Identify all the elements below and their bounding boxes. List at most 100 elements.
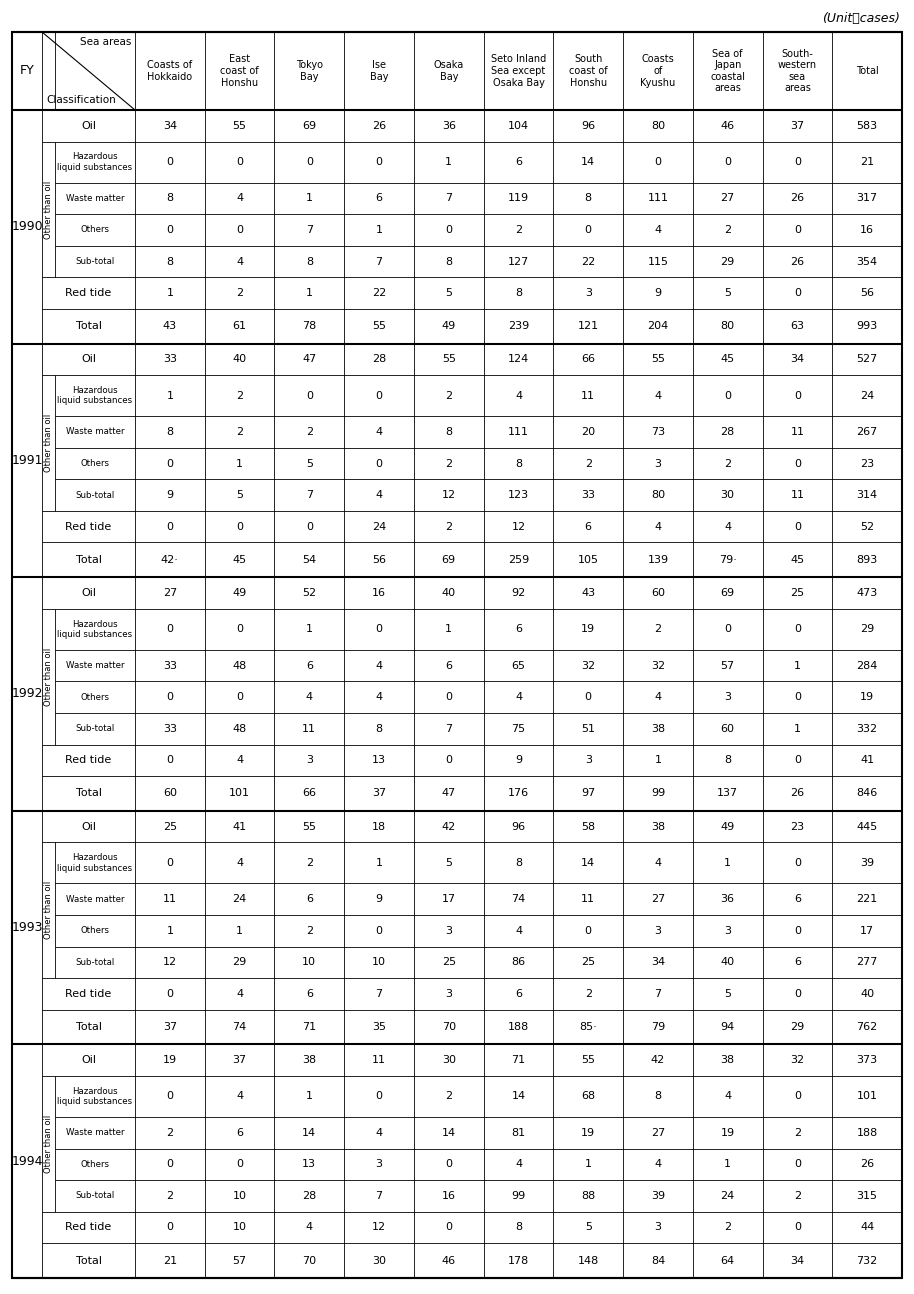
Text: 14: 14 bbox=[303, 1128, 316, 1137]
Text: 21: 21 bbox=[860, 157, 874, 167]
Text: 3: 3 bbox=[445, 989, 452, 999]
Text: 2: 2 bbox=[445, 521, 452, 532]
Text: 23: 23 bbox=[860, 458, 874, 468]
Text: Red tide: Red tide bbox=[66, 756, 112, 765]
Text: 6: 6 bbox=[794, 958, 801, 968]
Text: 0: 0 bbox=[794, 1223, 801, 1232]
Text: 3: 3 bbox=[585, 289, 591, 298]
Text: 0: 0 bbox=[166, 989, 174, 999]
Text: Oil: Oil bbox=[81, 120, 96, 131]
Text: South
coast of
Honshu: South coast of Honshu bbox=[569, 54, 608, 88]
Text: Red tide: Red tide bbox=[66, 521, 112, 532]
Text: 86: 86 bbox=[512, 958, 526, 968]
Text: 40: 40 bbox=[232, 355, 247, 365]
Text: 21: 21 bbox=[163, 1255, 177, 1266]
Text: 1: 1 bbox=[236, 925, 243, 936]
Text: 2: 2 bbox=[585, 458, 591, 468]
Text: 0: 0 bbox=[794, 1159, 801, 1170]
Text: 70: 70 bbox=[441, 1022, 456, 1033]
Text: 993: 993 bbox=[856, 321, 877, 331]
Text: 16: 16 bbox=[372, 587, 386, 598]
Text: 8: 8 bbox=[654, 1091, 662, 1101]
Text: 111: 111 bbox=[647, 193, 668, 203]
Text: 1: 1 bbox=[236, 458, 243, 468]
Text: 18: 18 bbox=[372, 822, 386, 832]
Text: 92: 92 bbox=[511, 587, 526, 598]
Text: 0: 0 bbox=[376, 624, 383, 634]
Text: 0: 0 bbox=[794, 458, 801, 468]
Text: 1: 1 bbox=[654, 756, 662, 765]
Text: Ise
Bay: Ise Bay bbox=[370, 61, 388, 82]
Text: 46: 46 bbox=[441, 1255, 456, 1266]
Text: 33: 33 bbox=[163, 723, 177, 734]
Text: 8: 8 bbox=[515, 858, 522, 868]
Text: 42·: 42· bbox=[161, 555, 179, 565]
Text: 1: 1 bbox=[166, 391, 174, 401]
Text: 48: 48 bbox=[232, 723, 247, 734]
Text: 38: 38 bbox=[303, 1055, 316, 1065]
Text: 0: 0 bbox=[306, 391, 313, 401]
Text: 4: 4 bbox=[376, 490, 383, 499]
Text: 24: 24 bbox=[372, 521, 387, 532]
Text: 68: 68 bbox=[581, 1091, 595, 1101]
Text: 0: 0 bbox=[445, 1159, 452, 1170]
Text: 0: 0 bbox=[166, 1223, 174, 1232]
Text: 1: 1 bbox=[724, 1159, 731, 1170]
Text: 0: 0 bbox=[445, 225, 452, 236]
Text: 94: 94 bbox=[720, 1022, 735, 1033]
Text: Tokyo
Bay: Tokyo Bay bbox=[296, 61, 323, 82]
Text: 4: 4 bbox=[654, 521, 662, 532]
Text: Sub-total: Sub-total bbox=[75, 258, 114, 267]
Text: 52: 52 bbox=[303, 587, 316, 598]
Text: 8: 8 bbox=[445, 256, 452, 267]
Text: 0: 0 bbox=[794, 624, 801, 634]
Text: 259: 259 bbox=[508, 555, 529, 565]
Text: 3: 3 bbox=[654, 925, 662, 936]
Text: 1994: 1994 bbox=[11, 1154, 43, 1167]
Text: 0: 0 bbox=[654, 157, 662, 167]
Text: 60: 60 bbox=[163, 788, 177, 798]
Text: 0: 0 bbox=[376, 157, 383, 167]
Text: 79·: 79· bbox=[718, 555, 737, 565]
Text: Sea of
Japan
coastal
areas: Sea of Japan coastal areas bbox=[710, 49, 745, 93]
Text: 0: 0 bbox=[166, 1159, 174, 1170]
Text: 178: 178 bbox=[508, 1255, 529, 1266]
Text: Hazardous
liquid substances: Hazardous liquid substances bbox=[58, 153, 133, 172]
Text: 0: 0 bbox=[166, 624, 174, 634]
Text: 4: 4 bbox=[236, 193, 243, 203]
Text: 42: 42 bbox=[651, 1055, 665, 1065]
Text: 16: 16 bbox=[441, 1190, 456, 1201]
Text: Waste matter: Waste matter bbox=[66, 661, 124, 670]
Text: 25: 25 bbox=[441, 958, 456, 968]
Text: 32: 32 bbox=[651, 661, 665, 670]
Text: 893: 893 bbox=[856, 555, 877, 565]
Text: Sea areas: Sea areas bbox=[80, 38, 131, 47]
Text: 0: 0 bbox=[376, 391, 383, 401]
Text: 115: 115 bbox=[647, 256, 668, 267]
Text: 0: 0 bbox=[794, 225, 801, 236]
Text: 0: 0 bbox=[794, 925, 801, 936]
Text: 4: 4 bbox=[654, 1159, 662, 1170]
Text: 0: 0 bbox=[585, 925, 591, 936]
Text: 7: 7 bbox=[376, 256, 383, 267]
Text: Hazardous
liquid substances: Hazardous liquid substances bbox=[58, 386, 133, 405]
Text: 80: 80 bbox=[651, 120, 665, 131]
Text: 29: 29 bbox=[232, 958, 247, 968]
Text: 56: 56 bbox=[372, 555, 386, 565]
Text: 277: 277 bbox=[856, 958, 877, 968]
Text: 57: 57 bbox=[232, 1255, 247, 1266]
Text: 127: 127 bbox=[508, 256, 529, 267]
Text: 6: 6 bbox=[306, 894, 313, 905]
Text: 0: 0 bbox=[794, 858, 801, 868]
Text: 137: 137 bbox=[717, 788, 739, 798]
Text: 30: 30 bbox=[720, 490, 735, 499]
Text: 124: 124 bbox=[508, 355, 529, 365]
Text: 0: 0 bbox=[585, 225, 591, 236]
Text: 2: 2 bbox=[794, 1190, 801, 1201]
Text: 0: 0 bbox=[166, 858, 174, 868]
Text: 1: 1 bbox=[445, 624, 452, 634]
Text: 6: 6 bbox=[445, 661, 452, 670]
Text: 1: 1 bbox=[166, 925, 174, 936]
Text: 0: 0 bbox=[306, 157, 313, 167]
Text: 583: 583 bbox=[856, 120, 877, 131]
